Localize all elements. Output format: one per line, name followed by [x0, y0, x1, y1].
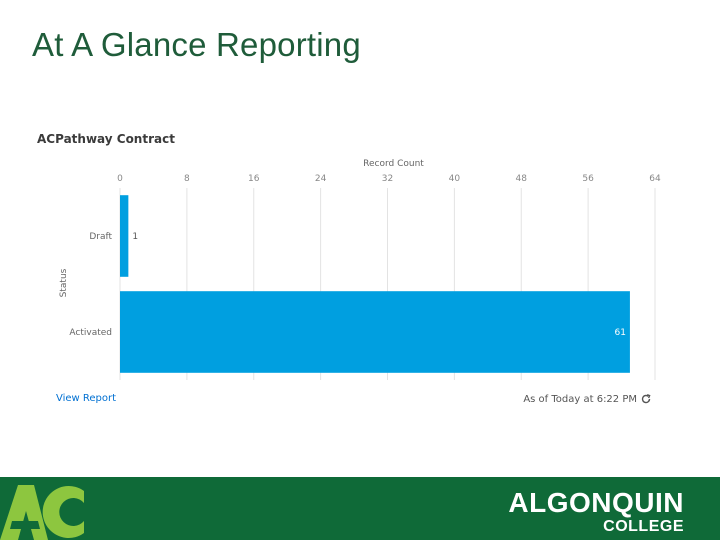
report-title: ACPathway Contract [37, 132, 175, 146]
x-tick-label: 48 [516, 174, 528, 184]
x-tick-label: 16 [248, 174, 260, 184]
footer-bar: ALGONQUIN COLLEGE [0, 477, 720, 540]
category-label: Activated [69, 328, 112, 338]
y-axis-title: Status [59, 268, 69, 297]
as-of-label: As of Today at 6:22 PM [523, 393, 637, 405]
bar-activated [120, 291, 630, 373]
bar-draft [120, 195, 129, 277]
x-tick-label: 32 [382, 174, 393, 184]
as-of-status: As of Today at 6:22 PM [523, 393, 652, 405]
ac-logo-icon [0, 485, 84, 540]
college-brand: ALGONQUIN COLLEGE [508, 487, 684, 536]
x-tick-label: 0 [117, 174, 123, 184]
category-label: Draft [89, 232, 112, 242]
view-report-link[interactable]: View Report [56, 393, 117, 404]
brand-sub: COLLEGE [603, 518, 684, 535]
x-tick-label: 56 [582, 174, 594, 184]
data-label: 61 [614, 328, 625, 338]
refresh-icon[interactable] [640, 393, 652, 405]
x-axis-title: Record Count [363, 159, 424, 169]
x-tick-label: 64 [649, 174, 661, 184]
slide-title: At A Glance Reporting [32, 26, 361, 63]
x-tick-label: 8 [184, 174, 190, 184]
bar-chart: Record Count 0 8 16 24 32 40 48 56 64 Status Draft 1… [59, 159, 661, 380]
x-tick-label: 24 [315, 174, 327, 184]
data-label: 1 [132, 232, 138, 242]
brand-main: ALGONQUIN [508, 487, 684, 518]
x-tick-label: 40 [449, 174, 461, 184]
